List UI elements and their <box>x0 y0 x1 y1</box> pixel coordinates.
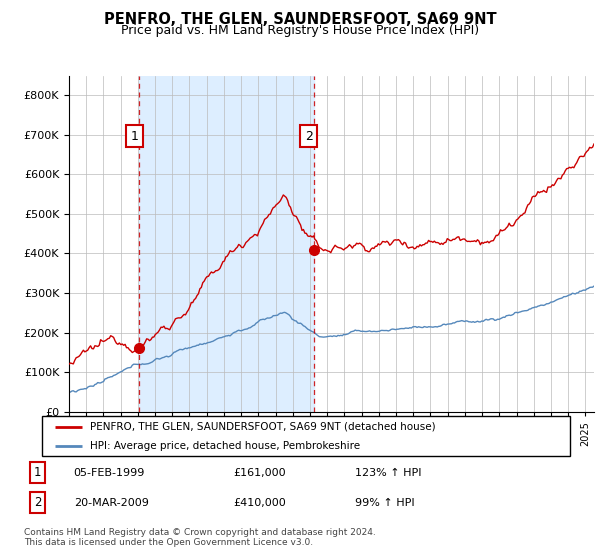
Text: PENFRO, THE GLEN, SAUNDERSFOOT, SA69 9NT: PENFRO, THE GLEN, SAUNDERSFOOT, SA69 9NT <box>104 12 496 27</box>
Text: 2: 2 <box>34 496 41 509</box>
Text: 2: 2 <box>305 129 313 143</box>
Text: 99% ↑ HPI: 99% ↑ HPI <box>355 498 415 508</box>
Text: 20-MAR-2009: 20-MAR-2009 <box>74 498 149 508</box>
Text: HPI: Average price, detached house, Pembrokeshire: HPI: Average price, detached house, Pemb… <box>89 441 359 450</box>
Text: 1: 1 <box>130 129 138 143</box>
Bar <box>139 76 314 412</box>
Text: Contains HM Land Registry data © Crown copyright and database right 2024.
This d: Contains HM Land Registry data © Crown c… <box>24 528 376 547</box>
Text: £410,000: £410,000 <box>234 498 287 508</box>
Text: 1: 1 <box>34 466 41 479</box>
Text: PENFRO, THE GLEN, SAUNDERSFOOT, SA69 9NT (detached house): PENFRO, THE GLEN, SAUNDERSFOOT, SA69 9NT… <box>89 422 435 432</box>
Text: 05-FEB-1999: 05-FEB-1999 <box>74 468 145 478</box>
Text: £161,000: £161,000 <box>234 468 286 478</box>
Text: 123% ↑ HPI: 123% ↑ HPI <box>355 468 422 478</box>
Text: Price paid vs. HM Land Registry's House Price Index (HPI): Price paid vs. HM Land Registry's House … <box>121 24 479 36</box>
